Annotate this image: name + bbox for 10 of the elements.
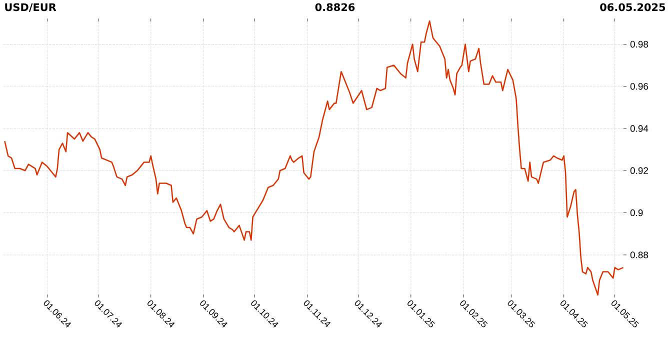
y-tick-label: 0.98 [630,40,648,48]
y-tick-label: 0.94 [630,125,648,132]
line-series [4,20,624,296]
text: 06.05.2025 [600,3,666,12]
y-tick-label: 0.96 [630,83,648,90]
y-tick-label: 0.9 [630,209,643,216]
y-tick-label: 0.88 [630,252,648,258]
chart-title: USD/EUR [5,3,56,12]
y-tick-label: 0.92 [630,167,648,174]
text: 0.8826 [315,3,355,12]
